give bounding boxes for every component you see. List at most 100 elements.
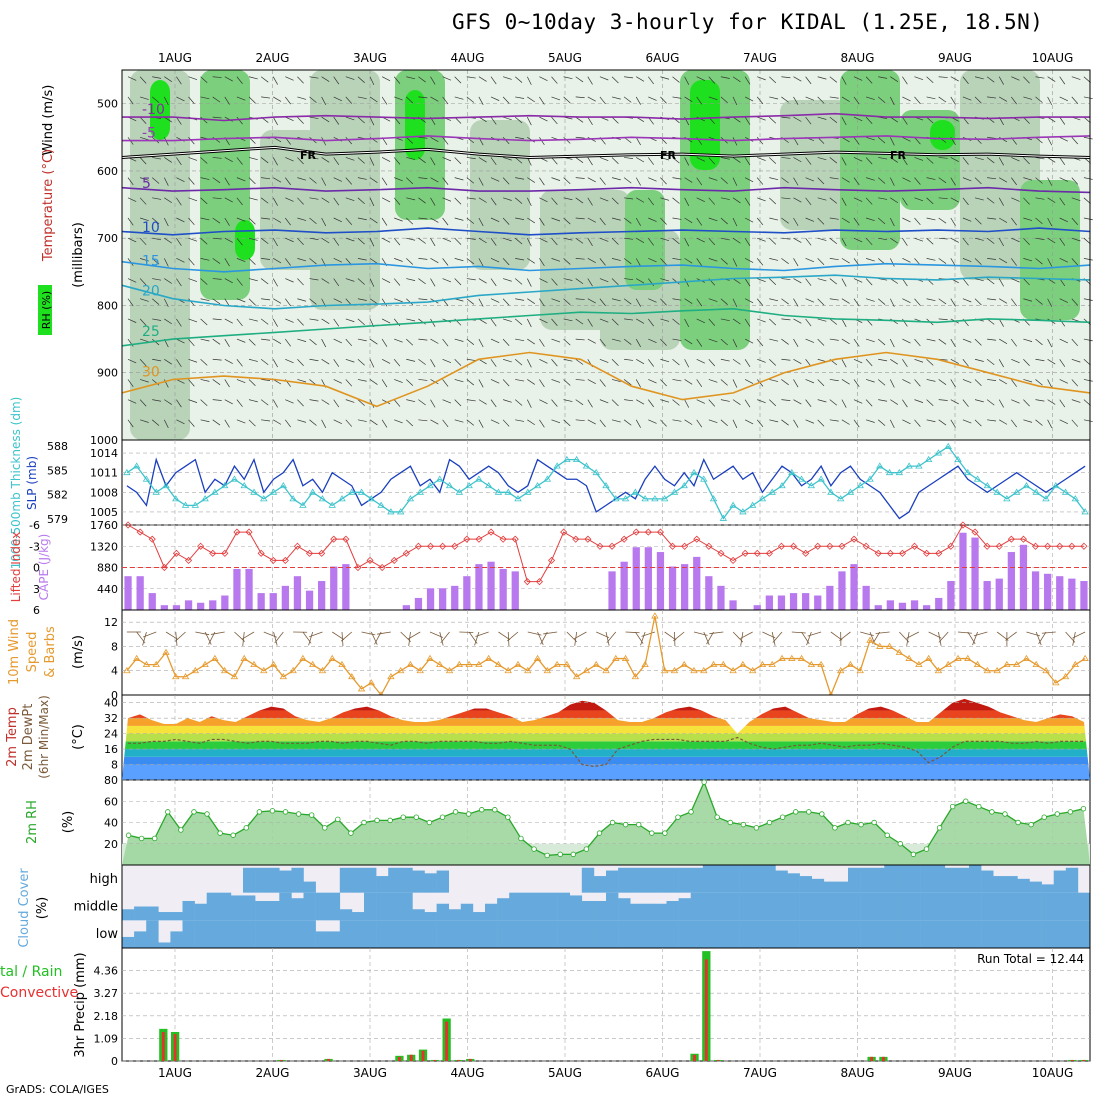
date-label-bottom: 2AUG <box>256 1066 290 1080</box>
cloud-cell <box>1077 920 1091 948</box>
wind-speed-line-point <box>1052 679 1060 686</box>
rh-line-point <box>989 809 995 815</box>
wind-speed-line-point <box>357 685 366 692</box>
cloud-cell <box>255 920 268 948</box>
wind-barb <box>732 177 738 186</box>
wind-barb <box>164 76 173 82</box>
wind-barb <box>829 278 838 285</box>
thickness-tick: 579 <box>47 513 68 526</box>
cloud-cell <box>690 892 704 921</box>
wind-barb <box>163 258 169 267</box>
wind-barb <box>732 76 741 83</box>
cloud-cell <box>666 920 679 948</box>
wind-barb <box>139 96 149 100</box>
temperature-contour <box>121 274 1091 310</box>
wind-barb <box>176 197 182 206</box>
wind-barb <box>333 116 340 125</box>
wind-barb <box>696 358 705 364</box>
temperature-band <box>122 749 1090 757</box>
wind-barb <box>720 217 728 225</box>
wind-barb <box>236 338 246 343</box>
wind-barb <box>635 298 641 307</box>
wind-barb <box>757 76 766 81</box>
wind-barb <box>333 237 340 246</box>
wind-barb <box>1071 379 1079 387</box>
wind-barb <box>648 399 654 408</box>
wind-barb <box>817 76 827 80</box>
wind-barb <box>176 258 185 263</box>
wind-barb <box>599 76 609 81</box>
wind-barb <box>720 157 730 160</box>
wind-barb <box>998 76 1004 85</box>
thickness-line-point <box>533 481 542 489</box>
lifted-index-point <box>898 549 907 557</box>
wind-barb <box>877 298 886 305</box>
lifted-index-point <box>221 549 229 557</box>
cloud-cell <box>581 867 595 893</box>
wind-barb <box>309 116 319 119</box>
wind-barb <box>684 76 690 85</box>
wind-barb <box>321 197 330 203</box>
wind-barb <box>514 318 523 326</box>
thickness-line-point <box>289 495 297 502</box>
wind-barb <box>684 359 690 368</box>
wind-barb <box>853 96 860 105</box>
wind-barb <box>926 399 934 406</box>
wind-barb <box>188 237 198 242</box>
wind-barb <box>1059 157 1066 166</box>
wind-barb <box>248 96 256 104</box>
cloud-cell <box>194 903 207 921</box>
wind-barb <box>1035 137 1043 144</box>
lifted-index-point <box>136 528 144 536</box>
thickness-line-point <box>348 488 356 495</box>
wind-barb <box>793 237 802 243</box>
wind-barb <box>539 217 545 226</box>
thickness-line-point <box>504 488 512 495</box>
wind-barb <box>442 379 449 387</box>
wind-barb <box>720 419 728 427</box>
cloud-cell <box>920 865 933 893</box>
wind-barb <box>890 76 899 82</box>
wind-barb <box>732 379 738 388</box>
wind-barb <box>732 116 741 123</box>
wind-barb <box>769 399 777 407</box>
wind-barb <box>381 96 388 105</box>
wind-speed-line-point <box>123 666 131 674</box>
wind-barb <box>139 419 149 423</box>
wind-barb <box>1023 258 1033 262</box>
cloud-cell <box>1017 878 1030 893</box>
wind-barb <box>744 359 751 368</box>
wind-barb <box>938 419 947 426</box>
wind-barb <box>272 116 278 126</box>
rh-line-point <box>400 814 406 820</box>
wind-barb <box>756 419 764 427</box>
wind-barb <box>672 197 680 204</box>
rh-line-point <box>243 825 249 831</box>
wind-barb <box>623 419 632 426</box>
thickness-line-point <box>660 495 669 502</box>
wind-barb <box>490 379 500 384</box>
date-label-top: 6AUG <box>646 51 680 65</box>
wind-speed-line-point <box>621 654 630 661</box>
cape-bar <box>681 564 689 610</box>
wind-barb <box>793 157 802 163</box>
wind-barb <box>684 258 693 264</box>
wind-barb <box>418 157 426 164</box>
wind-barb <box>950 177 956 186</box>
wind-barb <box>696 237 705 243</box>
precip-axis-label: 3hr Precip (mm) <box>73 952 88 1057</box>
wind-barb <box>732 298 738 307</box>
wind-barb <box>527 298 536 304</box>
lifted-index-point <box>802 549 810 557</box>
wind-barb <box>502 96 510 104</box>
wind-barb-10m <box>625 631 640 634</box>
wind-barb <box>805 298 815 303</box>
wind-barb <box>333 298 342 303</box>
wind-barb <box>514 399 523 406</box>
wind-barb-10m <box>791 631 806 634</box>
wind-barb <box>599 197 609 202</box>
wind-barb <box>974 358 984 362</box>
wind-barb-10m <box>875 631 890 634</box>
cape-bar <box>451 585 459 610</box>
wind-barb <box>357 278 365 285</box>
